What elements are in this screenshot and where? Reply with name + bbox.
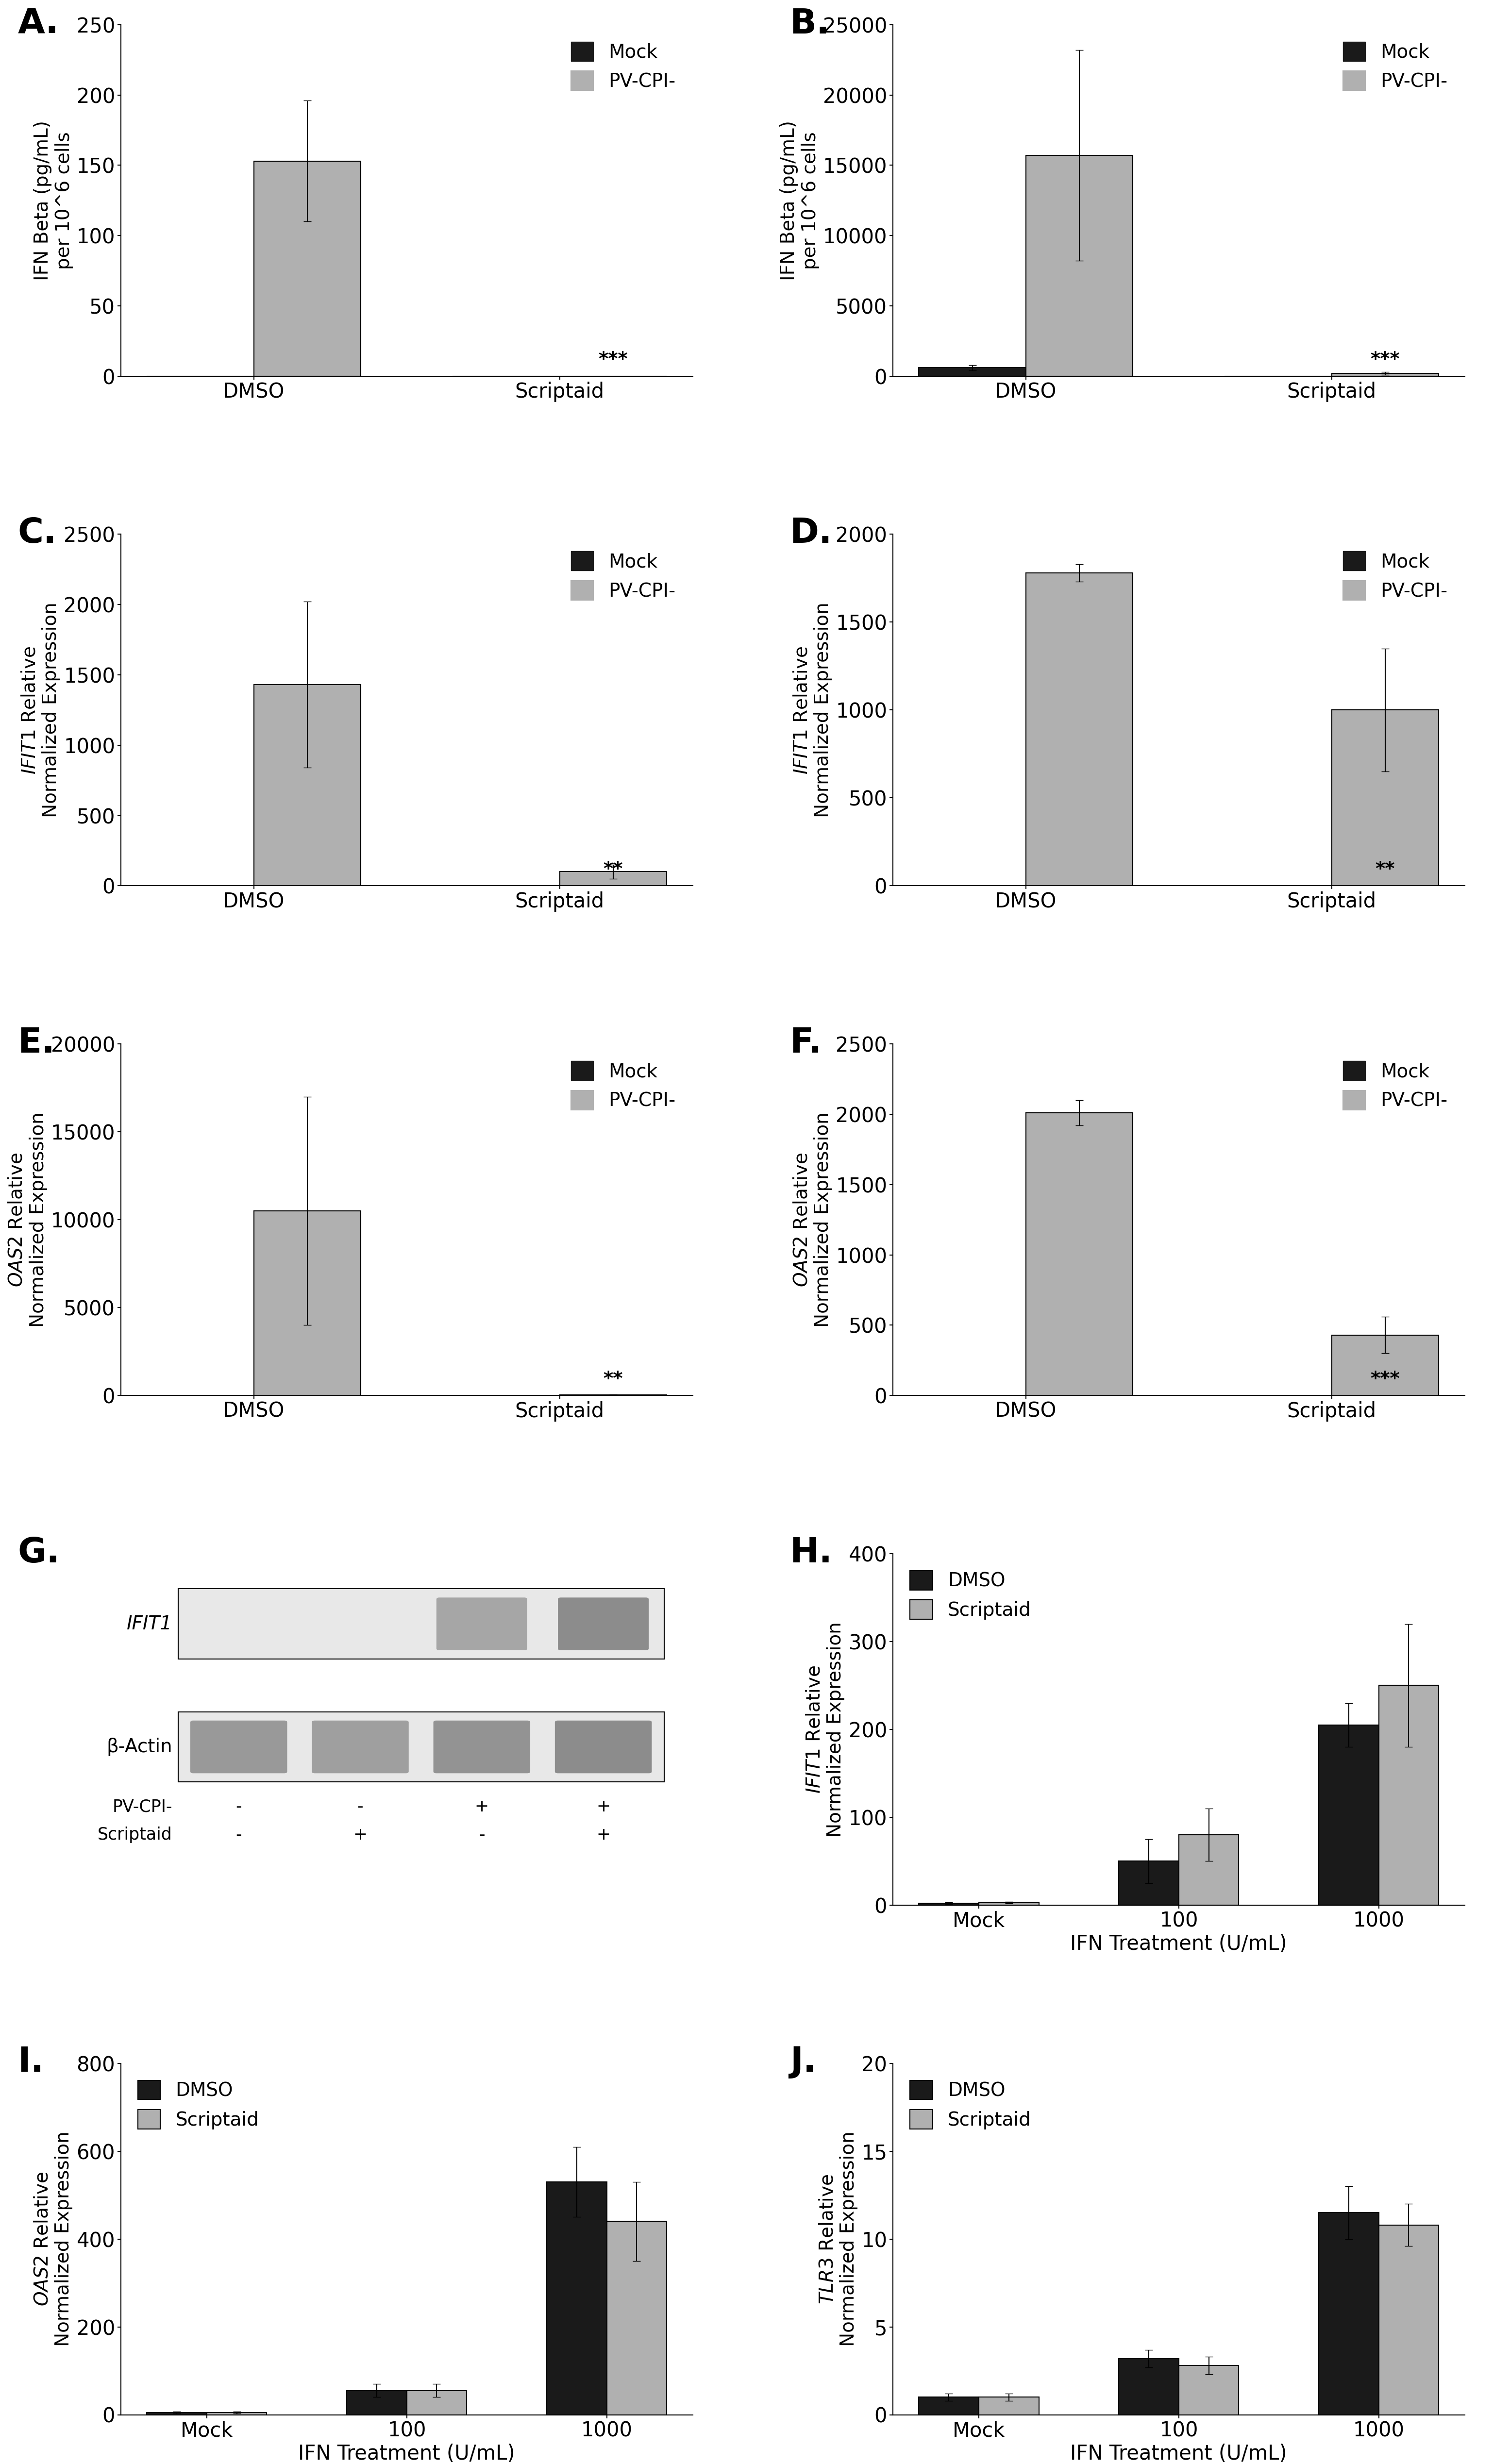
Text: B.: B.: [790, 7, 830, 39]
Text: -: -: [479, 1826, 485, 1843]
Bar: [918, 2397, 978, 2415]
Y-axis label: $IFIT1$ Relative
Normalized Expression: $IFIT1$ Relative Normalized Expression: [805, 1621, 846, 1838]
Y-axis label: $OAS2$ Relative
Normalized Expression: $OAS2$ Relative Normalized Expression: [8, 1111, 47, 1328]
FancyBboxPatch shape: [190, 1720, 287, 1774]
Text: C.: C.: [18, 517, 57, 549]
Legend: Mock, PV-CPI-: Mock, PV-CPI-: [1335, 545, 1456, 609]
FancyBboxPatch shape: [436, 1597, 527, 1651]
Text: J.: J.: [790, 2045, 817, 2080]
Y-axis label: $OAS2$ Relative
Normalized Expression: $OAS2$ Relative Normalized Expression: [33, 2131, 72, 2346]
Bar: [1332, 710, 1439, 885]
Bar: [254, 685, 361, 885]
Text: IFIT1: IFIT1: [127, 1614, 172, 1634]
Bar: [978, 2397, 1039, 2415]
Bar: [1332, 375, 1439, 377]
Y-axis label: $OAS2$ Relative
Normalized Expression: $OAS2$ Relative Normalized Expression: [793, 1111, 832, 1328]
X-axis label: IFN Treatment (U/mL): IFN Treatment (U/mL): [1071, 1934, 1287, 1954]
Text: +: +: [353, 1826, 367, 1843]
Bar: [1179, 2365, 1238, 2415]
Text: Scriptaid: Scriptaid: [98, 1826, 172, 1843]
Text: +: +: [474, 1799, 489, 1816]
Text: PV-CPI-: PV-CPI-: [112, 1799, 172, 1816]
Text: D.: D.: [790, 517, 832, 549]
Text: -: -: [236, 1799, 242, 1816]
X-axis label: IFN Treatment (U/mL): IFN Treatment (U/mL): [299, 2444, 515, 2464]
FancyBboxPatch shape: [178, 1589, 664, 1658]
Text: -: -: [236, 1826, 242, 1843]
Text: -: -: [358, 1799, 364, 1816]
Bar: [560, 872, 667, 885]
Text: **: **: [604, 860, 624, 880]
Bar: [1119, 1860, 1179, 1905]
Y-axis label: $IFIT1$ Relative
Normalized Expression: $IFIT1$ Relative Normalized Expression: [21, 601, 60, 818]
Text: G.: G.: [18, 1535, 60, 1570]
Text: ***: ***: [1371, 350, 1400, 370]
Text: +: +: [596, 1799, 610, 1816]
Bar: [1379, 1685, 1439, 1905]
Text: I.: I.: [18, 2045, 44, 2080]
Bar: [1318, 2213, 1379, 2415]
Legend: Mock, PV-CPI-: Mock, PV-CPI-: [1335, 34, 1456, 99]
Legend: DMSO, Scriptaid: DMSO, Scriptaid: [130, 2072, 266, 2136]
Text: **: **: [604, 1370, 624, 1387]
Text: ***: ***: [1371, 1370, 1400, 1387]
Legend: DMSO, Scriptaid: DMSO, Scriptaid: [903, 2072, 1039, 2136]
Bar: [1025, 1114, 1132, 1395]
FancyBboxPatch shape: [554, 1720, 652, 1774]
Y-axis label: $TLR3$ Relative
Normalized Expression: $TLR3$ Relative Normalized Expression: [818, 2131, 858, 2346]
Text: A.: A.: [18, 7, 59, 39]
FancyBboxPatch shape: [313, 1720, 409, 1774]
Bar: [1179, 1836, 1238, 1905]
Bar: [918, 367, 1025, 377]
FancyBboxPatch shape: [557, 1597, 649, 1651]
Text: β-Actin: β-Actin: [106, 1737, 172, 1757]
Bar: [1379, 2225, 1439, 2415]
Text: **: **: [1376, 860, 1395, 880]
X-axis label: IFN Treatment (U/mL): IFN Treatment (U/mL): [1071, 2444, 1287, 2464]
Bar: [607, 2223, 667, 2415]
Bar: [1318, 1725, 1379, 1905]
Bar: [254, 1210, 361, 1395]
FancyBboxPatch shape: [433, 1720, 530, 1774]
Legend: Mock, PV-CPI-: Mock, PV-CPI-: [563, 34, 683, 99]
Bar: [1025, 155, 1132, 377]
Legend: Mock, PV-CPI-: Mock, PV-CPI-: [563, 1055, 683, 1119]
Bar: [254, 160, 361, 377]
Text: +: +: [596, 1826, 610, 1843]
Text: F.: F.: [790, 1027, 821, 1060]
Bar: [406, 2390, 467, 2415]
Text: H.: H.: [790, 1535, 832, 1570]
Bar: [1119, 2358, 1179, 2415]
Legend: DMSO, Scriptaid: DMSO, Scriptaid: [903, 1562, 1039, 1626]
Bar: [1025, 574, 1132, 885]
Legend: Mock, PV-CPI-: Mock, PV-CPI-: [1335, 1055, 1456, 1119]
Text: ***: ***: [598, 350, 628, 370]
Bar: [1332, 1335, 1439, 1395]
Bar: [547, 2181, 607, 2415]
Text: E.: E.: [18, 1027, 56, 1060]
Y-axis label: $IFIT1$ Relative
Normalized Expression: $IFIT1$ Relative Normalized Expression: [793, 601, 832, 818]
Y-axis label: IFN Beta (pg/mL)
per 10^6 cells: IFN Beta (pg/mL) per 10^6 cells: [779, 121, 820, 281]
Y-axis label: IFN Beta (pg/mL)
per 10^6 cells: IFN Beta (pg/mL) per 10^6 cells: [33, 121, 72, 281]
FancyBboxPatch shape: [178, 1712, 664, 1781]
Legend: Mock, PV-CPI-: Mock, PV-CPI-: [563, 545, 683, 609]
Bar: [347, 2390, 406, 2415]
Bar: [978, 1902, 1039, 1905]
